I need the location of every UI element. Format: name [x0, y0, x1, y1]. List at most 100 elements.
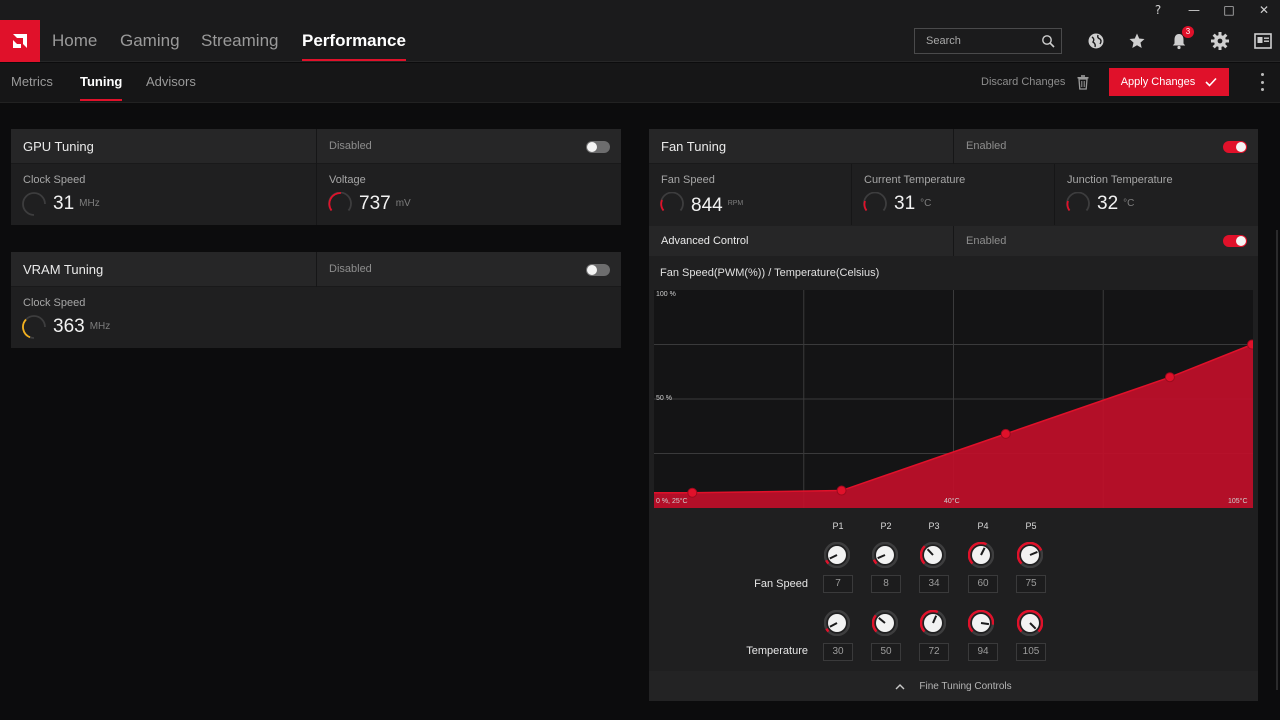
gpu-clock-speed-unit: MHz: [79, 198, 100, 209]
temperature-knob-p2[interactable]: [872, 610, 898, 636]
fan-speed-metric: Fan Speed 844 RPM: [649, 164, 851, 225]
temperature-value-p4[interactable]: 94: [968, 643, 998, 661]
advanced-control-row: Advanced Control Enabled: [649, 226, 1258, 256]
fan-speed-knob-p2[interactable]: [872, 542, 898, 568]
close-button[interactable]: ✕: [1258, 3, 1270, 17]
junction-temperature-label: Junction Temperature: [1067, 174, 1173, 186]
fan-curve-chart-title: Fan Speed(PWM(%)) / Temperature(Celsius): [660, 267, 880, 279]
fine-tuning-controls-toggle[interactable]: Fine Tuning Controls: [649, 671, 1258, 701]
gpu-tuning-title: GPU Tuning: [23, 139, 94, 154]
gpu-clock-speed-label: Clock Speed: [23, 174, 86, 186]
point-label-p4: P4: [977, 521, 989, 531]
curve-point-p3[interactable]: [1000, 428, 1011, 439]
temperature-value-p3[interactable]: 72: [919, 643, 949, 661]
vram-tuning-header: VRAM Tuning Disabled: [11, 252, 621, 287]
search-box: [914, 28, 1062, 54]
gauge-icon: [22, 192, 46, 216]
gauge-icon: [22, 315, 46, 339]
minimize-button[interactable]: —: [1188, 3, 1200, 17]
amd-logo-icon[interactable]: [0, 20, 40, 62]
fan-speed-row-label: Fan Speed: [754, 578, 808, 590]
discard-changes-button[interactable]: Discard Changes: [981, 76, 1066, 88]
advanced-control-toggle[interactable]: [1223, 235, 1247, 247]
curve-point-p4[interactable]: [1164, 372, 1175, 383]
chevron-up-icon: [895, 683, 905, 689]
gpu-clock-speed-metric: Clock Speed 31 MHz: [11, 164, 316, 225]
nav-streaming[interactable]: Streaming: [201, 31, 279, 50]
tab-metrics[interactable]: Metrics: [11, 74, 53, 89]
bell-icon[interactable]: 3: [1168, 26, 1194, 52]
point-label-p1: P1: [832, 521, 844, 531]
fan-curve-chart[interactable]: [654, 290, 1253, 508]
point-label-p5: P5: [1025, 521, 1037, 531]
fan-speed-value: 844: [691, 195, 723, 216]
fan-speed-value-p3[interactable]: 34: [919, 575, 949, 593]
temperature-value-p2[interactable]: 50: [871, 643, 901, 661]
trash-icon[interactable]: [1075, 74, 1091, 90]
fan-speed-knob-p5[interactable]: [1017, 542, 1043, 568]
vram-tuning-card: VRAM Tuning Disabled Clock Speed 363 MHz: [11, 252, 621, 348]
vram-tuning-toggle[interactable]: [586, 264, 610, 276]
point-label-p3: P3: [928, 521, 940, 531]
tab-advisors[interactable]: Advisors: [146, 74, 196, 89]
nav-home[interactable]: Home: [52, 31, 98, 50]
curve-point-p2[interactable]: [836, 485, 847, 496]
fan-speed-knob-p1[interactable]: [824, 542, 850, 568]
gauge-icon: [328, 192, 352, 212]
fan-speed-value-p5[interactable]: 75: [1016, 575, 1046, 593]
top-navigation: Home Gaming Streaming Performance 3: [0, 20, 1280, 62]
profile-icon[interactable]: [1252, 30, 1274, 52]
scrollbar[interactable]: [1274, 230, 1280, 690]
vram-clock-speed-metric: Clock Speed 363 MHz: [11, 287, 316, 348]
fan-speed-value-p2[interactable]: 8: [871, 575, 901, 593]
gauge-icon: [1066, 192, 1090, 212]
gpu-tuning-toggle[interactable]: [586, 141, 610, 153]
help-icon[interactable]: ?: [1154, 3, 1162, 17]
vram-clock-speed-unit: MHz: [89, 321, 111, 332]
search-icon[interactable]: [1041, 34, 1055, 48]
gauge-icon: [863, 192, 887, 212]
junction-temperature-value: 32: [1097, 193, 1119, 214]
temperature-value-p5[interactable]: 105: [1016, 643, 1046, 661]
tab-tuning[interactable]: Tuning: [80, 63, 123, 101]
notification-badge: 3: [1182, 26, 1194, 38]
apply-changes-button[interactable]: Apply Changes: [1109, 68, 1229, 96]
fan-speed-unit: RPM: [727, 200, 744, 207]
fan-tuning-toggle[interactable]: [1223, 141, 1247, 153]
gauge-icon: [660, 192, 684, 212]
fan-curve-area: [654, 344, 1253, 508]
vram-tuning-title: VRAM Tuning: [23, 262, 104, 277]
more-options-icon[interactable]: [1256, 73, 1268, 91]
temperature-knob-p1[interactable]: [824, 610, 850, 636]
temperature-knob-p3[interactable]: [920, 610, 946, 636]
fan-speed-knob-p3[interactable]: [920, 542, 946, 568]
fan-tuning-header: Fan Tuning Enabled: [649, 129, 1258, 164]
nav-gaming[interactable]: Gaming: [120, 31, 180, 50]
nav-performance[interactable]: Performance: [302, 20, 406, 62]
gpu-voltage-unit: mV: [395, 198, 411, 209]
temperature-knob-p5[interactable]: [1017, 610, 1043, 636]
advanced-control-label: Advanced Control: [661, 235, 749, 247]
curve-point-p1[interactable]: [687, 487, 698, 498]
gpu-voltage-value: 737: [359, 193, 391, 214]
search-input[interactable]: [915, 29, 1035, 53]
fan-speed-knob-p4[interactable]: [968, 542, 994, 568]
maximize-button[interactable]: □: [1223, 3, 1235, 17]
curve-point-p5[interactable]: [1247, 339, 1254, 350]
star-icon[interactable]: [1126, 30, 1148, 52]
current-temperature-label: Current Temperature: [864, 174, 966, 186]
fan-tuning-status: Enabled: [966, 140, 1007, 152]
current-temperature-value: 31: [894, 193, 916, 214]
junction-temperature-metric: Junction Temperature 32 °C: [1055, 164, 1258, 225]
temperature-knob-p4[interactable]: [968, 610, 994, 636]
fan-speed-value-p4[interactable]: 60: [968, 575, 998, 593]
fan-speed-value-p1[interactable]: 7: [823, 575, 853, 593]
junction-temperature-unit: °C: [1123, 198, 1135, 209]
gear-icon[interactable]: [1209, 30, 1231, 52]
globe-icon[interactable]: [1085, 30, 1107, 52]
fan-tuning-title: Fan Tuning: [661, 139, 727, 154]
apply-changes-label: Apply Changes: [1120, 76, 1196, 88]
x-tick-105: 105°C: [1228, 498, 1248, 505]
gpu-tuning-header: GPU Tuning Disabled: [11, 129, 621, 164]
temperature-value-p1[interactable]: 30: [823, 643, 853, 661]
